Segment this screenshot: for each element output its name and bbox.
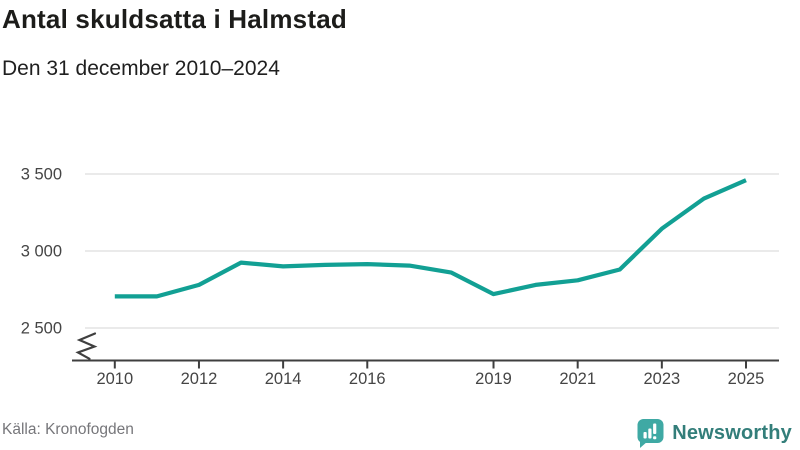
data-line-antal-skuldsatta (114, 178, 747, 299)
chart-subtitle: Den 31 december 2010–2024 (2, 57, 280, 80)
x-tick-label: 2012 (181, 370, 218, 388)
x-tick-label: 2014 (265, 370, 302, 388)
x-tick-label: 2010 (96, 370, 133, 388)
newsworthy-logo: Newsworthy (636, 417, 792, 449)
x-tick-label: 2025 (728, 370, 765, 388)
x-tick-label: 2023 (643, 370, 680, 388)
source-label: Källa: Kronofogden (2, 421, 134, 438)
axis-break (75, 332, 98, 360)
brand-name: Newsworthy (672, 421, 792, 444)
x-tick-label: 2019 (475, 370, 512, 388)
chart-title: Antal skuldsatta i Halmstad (2, 4, 347, 34)
y-tick-label: 3 500 (21, 166, 62, 184)
y-tick-label: 3 000 (21, 243, 62, 261)
x-tick-label: 2021 (559, 370, 596, 388)
newsworthy-speech-bubble-barchart-icon (637, 419, 664, 448)
y-tick-label: 2 500 (21, 320, 62, 338)
x-tick-label: 2016 (349, 370, 386, 388)
